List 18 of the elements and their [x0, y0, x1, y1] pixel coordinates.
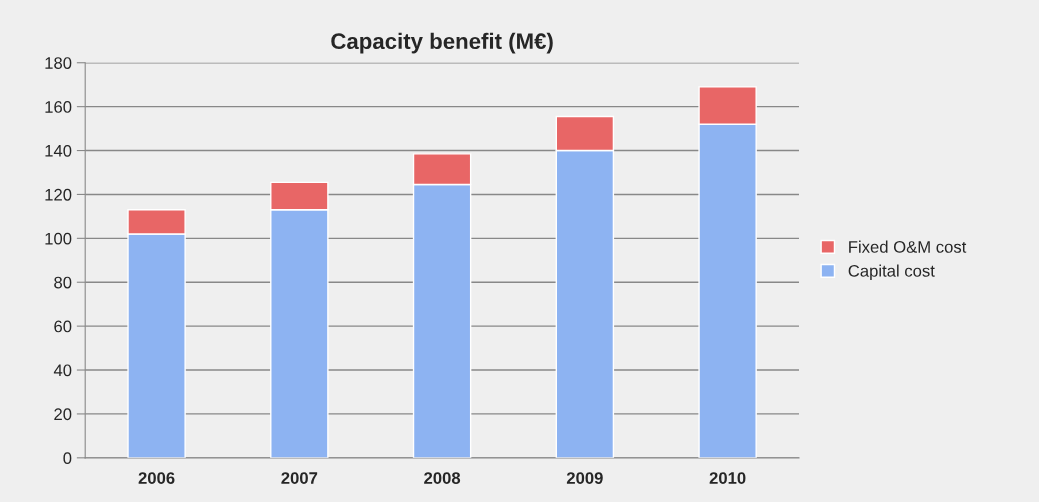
y-tick-label: 80: [54, 276, 72, 289]
y-tick-label: 20: [54, 408, 72, 421]
legend-label: Capital cost: [848, 264, 935, 281]
x-tick-label: 2007: [281, 472, 318, 484]
y-tick-label: 100: [45, 232, 72, 245]
x-tick-label: 2008: [424, 472, 461, 484]
x-tick-label: 2010: [709, 472, 746, 484]
legend-label: Fixed O&M cost: [849, 240, 967, 253]
y-tick-label: 140: [45, 144, 72, 157]
y-tick-label: 160: [45, 101, 72, 113]
y-tick-label: 40: [53, 364, 72, 377]
y-tick-label: 60: [54, 320, 72, 333]
x-tick-label: 2009: [566, 472, 603, 484]
y-tick-label: 180: [45, 57, 72, 69]
y-tick-label: 0: [63, 452, 72, 465]
x-tick-label: 2006: [138, 472, 175, 484]
y-tick-label: 120: [45, 188, 72, 201]
chart-title: Capacity benefit (M€): [331, 32, 553, 54]
